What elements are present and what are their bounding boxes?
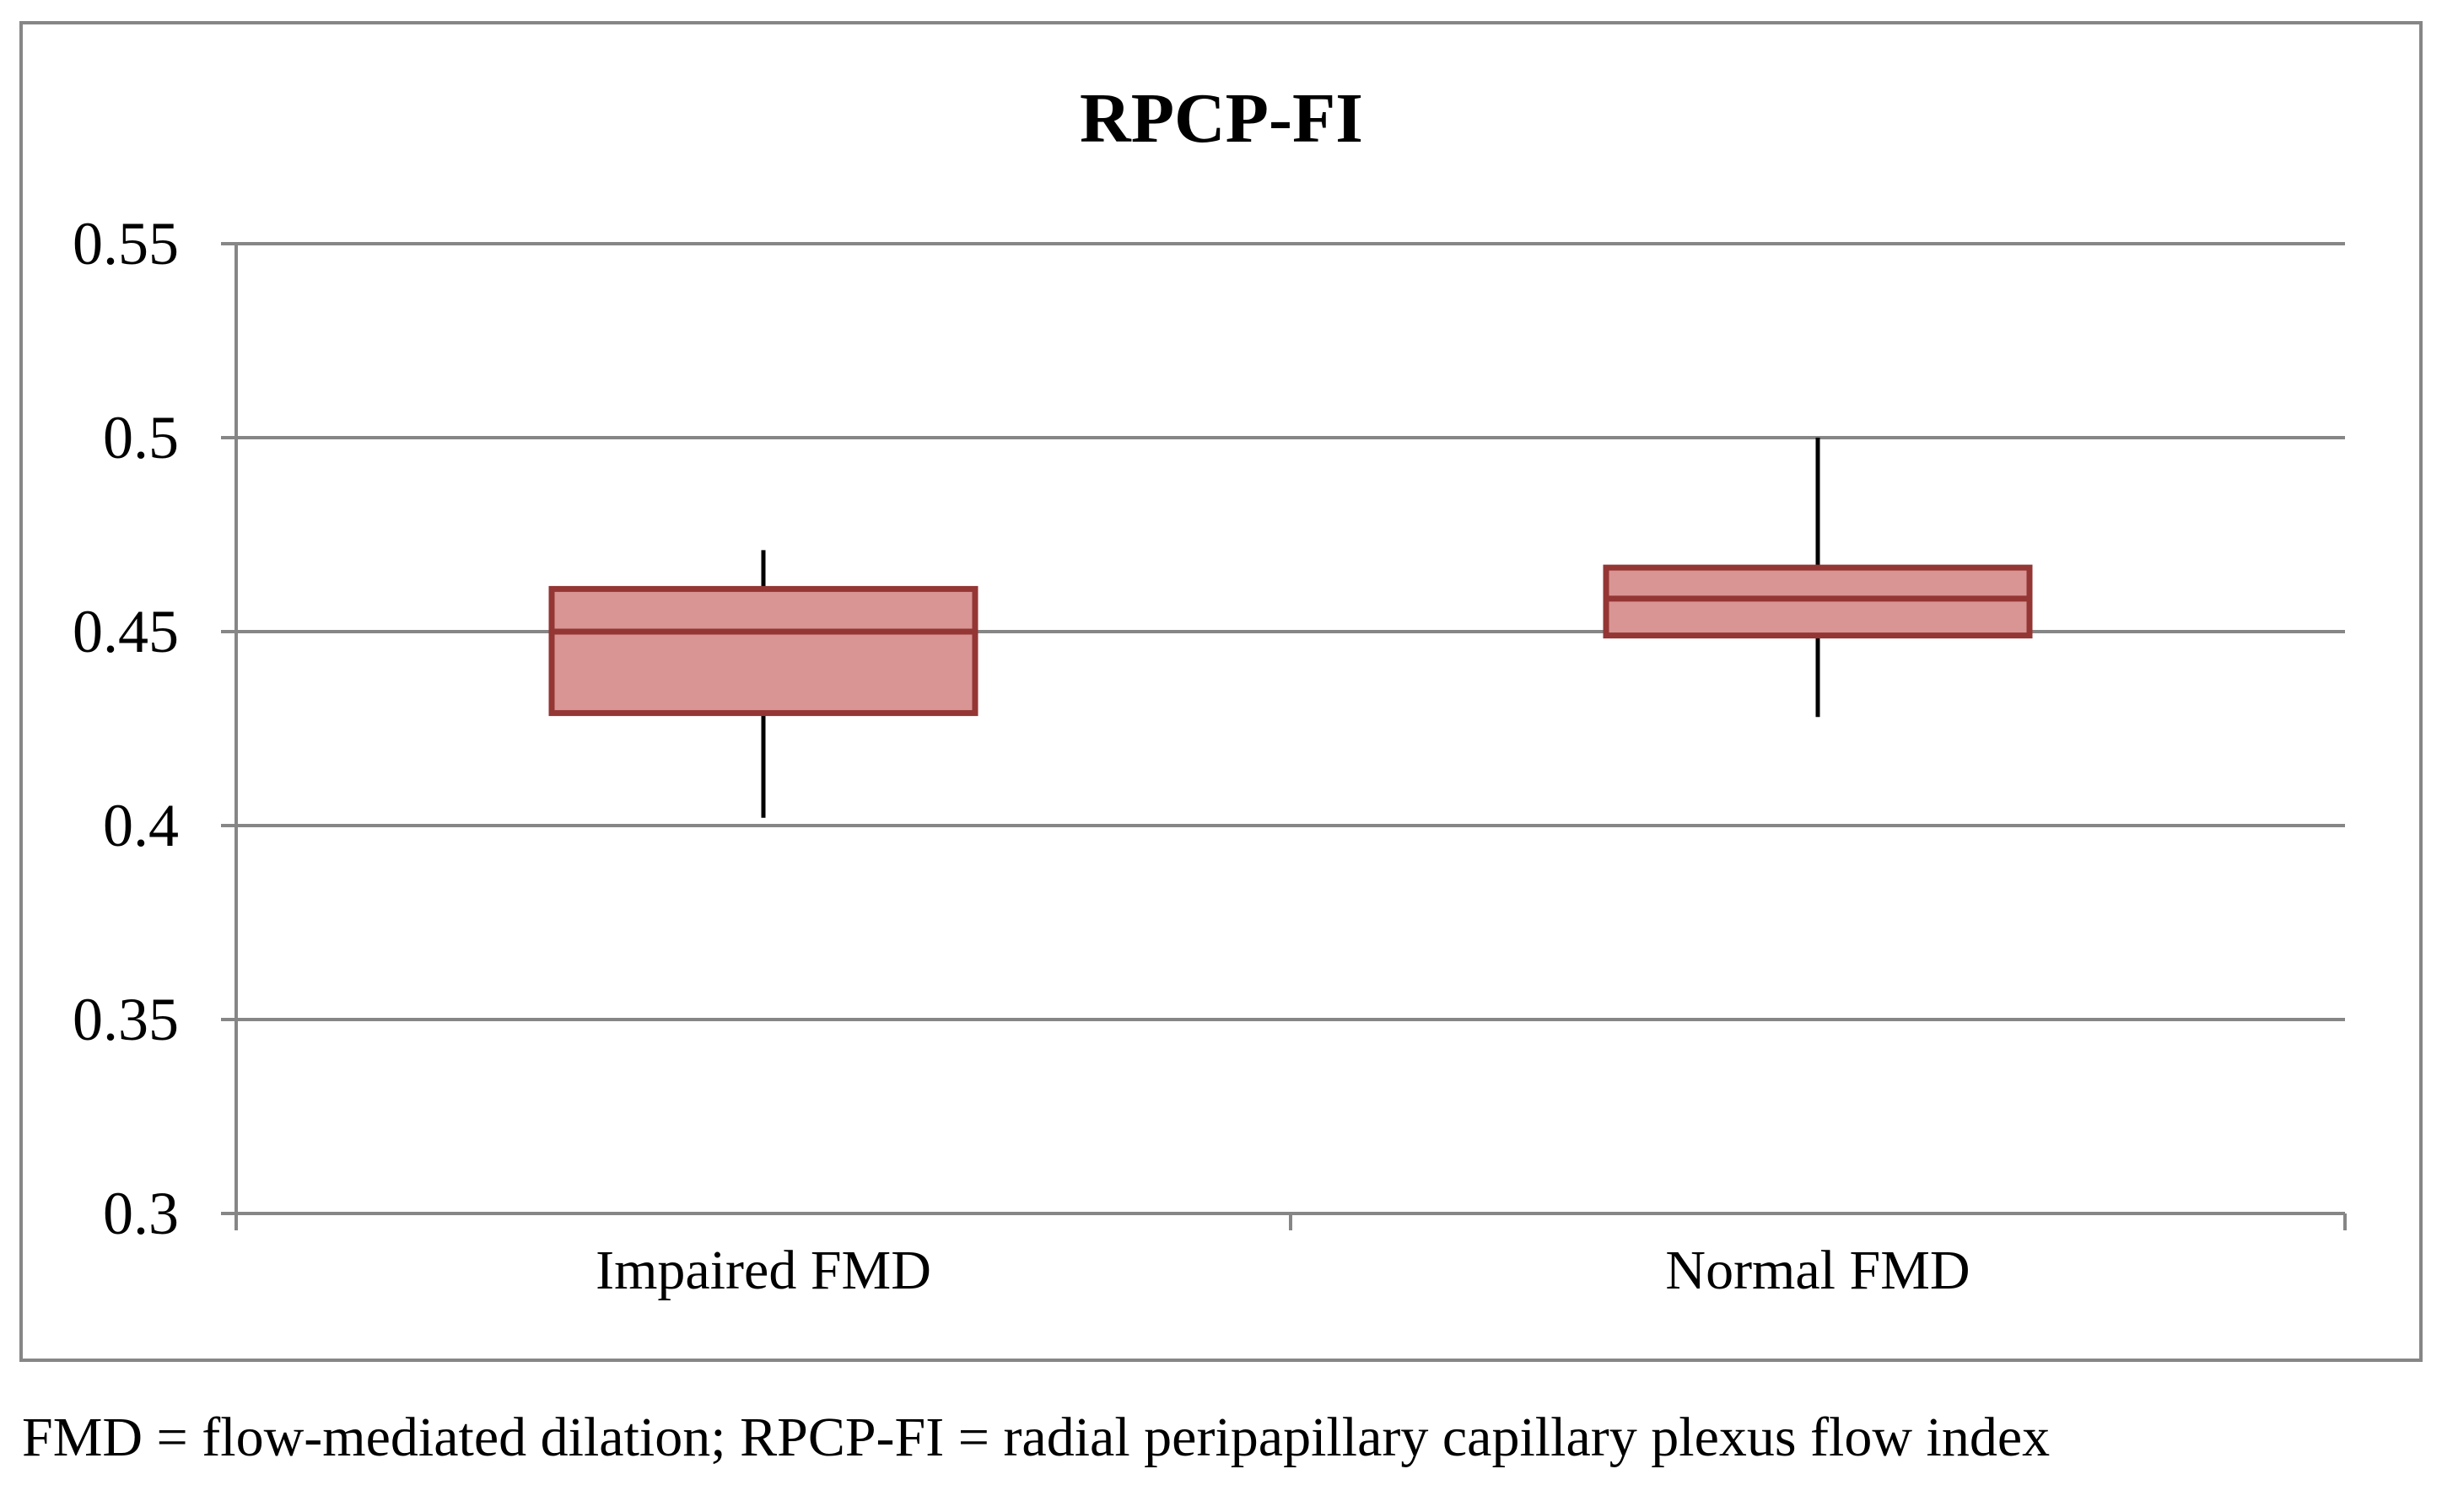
- y-tick-labels: 0.3 0.35 0.4 0.45 0.5 0.55: [73, 210, 179, 1247]
- x-tick-label: Impaired FMD: [596, 1240, 931, 1301]
- y-tick-label: 0.45: [73, 598, 179, 665]
- y-tick-label: 0.4: [103, 792, 179, 859]
- boxes: [548, 438, 2033, 818]
- y-tick-label: 0.55: [73, 210, 179, 277]
- box-normal-fmd: [1603, 438, 2033, 718]
- chart-frame: [19, 21, 2423, 1362]
- chart-title: RPCP-FI: [1080, 79, 1363, 158]
- x-tick-labels: Impaired FMD Normal FMD: [596, 1240, 1970, 1301]
- iqr-box: [548, 585, 978, 717]
- x-tick-label: Normal FMD: [1665, 1240, 1970, 1301]
- y-tick-label: 0.5: [103, 404, 179, 471]
- y-tick-label: 0.3: [103, 1180, 179, 1247]
- axes: [221, 242, 2347, 1230]
- figure-caption: FMD = flow-mediated dilation; RPCP-FI = …: [22, 1407, 2051, 1468]
- y-tick-label: 0.35: [73, 986, 179, 1053]
- box-impaired-fmd: [548, 550, 978, 818]
